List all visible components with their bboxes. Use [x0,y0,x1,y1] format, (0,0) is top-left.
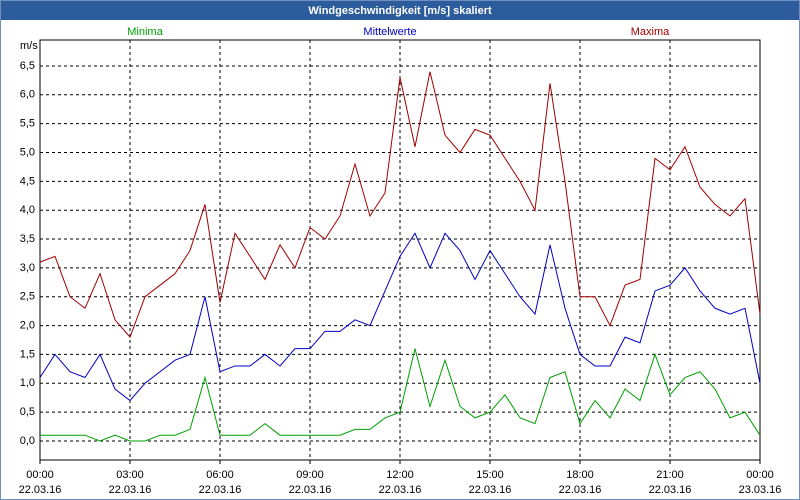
x-tick-date: 22.03.16 [559,484,602,496]
legend-entry: Minima [127,26,163,38]
chart-title: Windgeschwindigkeit [m/s] skaliert [308,5,492,17]
x-tick-date: 22.03.16 [379,484,422,496]
x-tick-date: 22.03.16 [199,484,242,496]
x-tick-label: 00:00 [746,469,774,481]
y-tick-label: 2,5 [20,291,35,303]
y-tick-label: 2,0 [20,319,35,331]
y-tick-label: 4,0 [20,204,35,216]
x-tick-date: 22.03.16 [289,484,332,496]
x-tick-label: 12:00 [386,469,414,481]
x-tick-label: 03:00 [116,469,144,481]
y-tick-label: 4,5 [20,175,35,187]
series-line [39,232,761,402]
x-tick-date: 22.03.16 [469,484,512,496]
y-tick-label: 5,5 [20,118,35,130]
y-tick-label: 6,0 [20,89,35,101]
x-tick-label: 21:00 [656,469,684,481]
y-tick-label: 6,5 [20,60,35,72]
legend-entry: Maxima [631,26,670,38]
y-tick-label: 3,5 [20,233,35,245]
x-tick-date: 23.03.16 [739,484,782,496]
y-tick-label: 1,5 [20,348,35,360]
x-tick-label: 06:00 [206,469,234,481]
x-tick-label: 15:00 [476,469,504,481]
x-tick-label: 09:00 [296,469,324,481]
y-tick-label: 0,0 [20,435,35,447]
x-tick-label: 00:00 [26,469,54,481]
x-tick-date: 22.03.16 [109,484,152,496]
y-tick-label: 1,0 [20,377,35,389]
series-line [40,348,761,442]
y-tick-label: 0,5 [20,406,35,418]
title-bar [1,1,799,20]
y-tick-label: 5,0 [20,146,35,158]
y-axis-label: m/s [20,40,38,52]
x-tick-date: 22.03.16 [19,484,62,496]
x-tick-label: 18:00 [566,469,594,481]
legend-entry: Mittelwerte [363,26,416,38]
x-tick-date: 22.03.16 [649,484,692,496]
series-line [39,71,761,339]
y-tick-label: 3,0 [20,262,35,274]
